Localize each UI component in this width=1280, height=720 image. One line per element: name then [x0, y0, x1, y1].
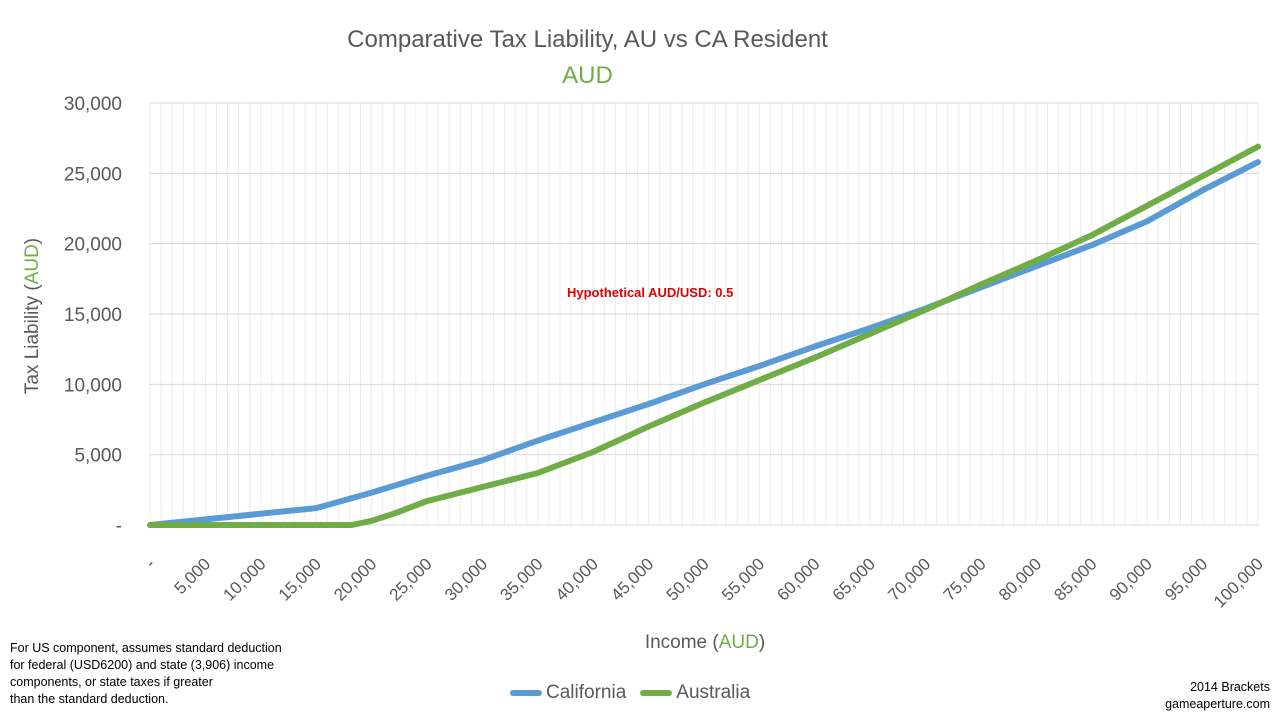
footnote-line: components, or state taxes if greater: [10, 675, 213, 689]
exchange-rate-annotation: Hypothetical AUD/USD: 0.5: [567, 285, 734, 300]
legend-swatch-australia: [640, 690, 673, 696]
y-tick-label: 25,000: [64, 164, 122, 185]
footnote: For US component, assumes standard deduc…: [10, 640, 340, 708]
x-axis-label-prefix: Income (: [644, 632, 719, 653]
x-axis-label: Income (AUD): [0, 632, 1280, 654]
legend-item-australia: Australia: [640, 682, 750, 704]
x-tick-label: 100,000: [1210, 554, 1267, 611]
legend-swatch-california: [510, 690, 542, 696]
x-tick-label: 65,000: [829, 554, 879, 604]
x-tick-label: 5,000: [171, 554, 215, 598]
x-tick-label: 90,000: [1106, 554, 1156, 604]
x-tick-label: 75,000: [940, 554, 990, 604]
series-line-australia: [147, 143, 1261, 528]
x-tick-label: 35,000: [496, 554, 546, 604]
x-tick-label: 95,000: [1161, 554, 1211, 604]
x-tick-label: 80,000: [995, 554, 1045, 604]
y-axis-label: Tax Liability (AUD): [22, 238, 44, 394]
footnote-line: than the standard deduction.: [10, 692, 169, 706]
x-tick-label: 70,000: [884, 554, 934, 604]
chart-title: Comparative Tax Liability, AU vs CA Resi…: [347, 26, 828, 53]
y-tick-label: 10,000: [64, 375, 122, 396]
x-tick-label: 40,000: [552, 554, 602, 604]
y-tick-label: 5,000: [74, 446, 122, 467]
x-tick-label: 45,000: [607, 554, 657, 604]
y-axis-label-suffix: ): [22, 237, 43, 245]
x-tick-label: 15,000: [275, 554, 325, 604]
credit-year: 2014 Brackets: [1190, 680, 1270, 694]
x-axis-label-suffix: ): [758, 632, 766, 653]
footnote-line: for federal (USD6200) and state (3,906) …: [10, 658, 275, 672]
x-tick-label: 85,000: [1050, 554, 1100, 604]
x-tick-label: 30,000: [441, 554, 491, 604]
x-axis-label-unit: AUD: [718, 632, 759, 653]
x-tick-label: -: [141, 554, 158, 571]
legend-label-australia: Australia: [676, 682, 751, 703]
x-tick-label: 10,000: [219, 554, 269, 604]
x-tick-label: 60,000: [773, 554, 823, 604]
y-tick-label: 15,000: [64, 305, 122, 326]
y-tick-label: 30,000: [64, 94, 122, 115]
y-tick-label: -: [116, 516, 122, 537]
credit-site: gameaperture.com: [1165, 697, 1270, 711]
chart-legend: California Australia: [510, 682, 750, 704]
y-tick-label: 20,000: [64, 235, 122, 256]
legend-label-california: California: [546, 682, 627, 703]
y-axis-label-prefix: Tax Liability (: [22, 284, 43, 395]
legend-item-california: California: [510, 682, 626, 704]
x-tick-label: 50,000: [663, 554, 713, 604]
series-line-california: [147, 159, 1261, 528]
y-axis-label-unit: AUD: [22, 244, 43, 285]
credit: 2014 Brackets gameaperture.com: [1165, 679, 1270, 713]
x-tick-label: 20,000: [330, 554, 380, 604]
x-tick-label: 25,000: [386, 554, 436, 604]
x-tick-label: 55,000: [718, 554, 768, 604]
chart-subtitle: AUD: [562, 62, 613, 89]
footnote-line: For US component, assumes standard deduc…: [10, 641, 282, 655]
